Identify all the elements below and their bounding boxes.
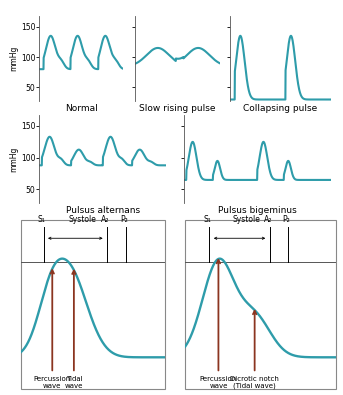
Text: Percussion
wave: Percussion wave bbox=[34, 376, 71, 389]
X-axis label: Collapsing pulse: Collapsing pulse bbox=[243, 103, 318, 113]
Y-axis label: mmHg: mmHg bbox=[9, 146, 18, 172]
X-axis label: Slow rising pulse: Slow rising pulse bbox=[139, 103, 216, 113]
Text: P₂: P₂ bbox=[120, 214, 128, 224]
Text: S₁: S₁ bbox=[203, 214, 211, 224]
Text: Systole: Systole bbox=[232, 214, 260, 224]
Text: Systole: Systole bbox=[68, 214, 96, 224]
Text: Percussion
wave: Percussion wave bbox=[200, 376, 237, 389]
Text: Dicrotic notch
(Tidal wave): Dicrotic notch (Tidal wave) bbox=[230, 376, 279, 389]
Text: S₁: S₁ bbox=[38, 214, 46, 224]
Text: A₂: A₂ bbox=[101, 214, 110, 224]
X-axis label: Normal: Normal bbox=[65, 103, 98, 113]
X-axis label: Pulsus bigeminus: Pulsus bigeminus bbox=[218, 206, 297, 215]
Text: A₂: A₂ bbox=[264, 214, 272, 224]
Y-axis label: mmHg: mmHg bbox=[9, 45, 18, 71]
Text: P₂: P₂ bbox=[282, 214, 289, 224]
X-axis label: Pulsus alternans: Pulsus alternans bbox=[66, 206, 140, 215]
Text: Tidal
wave: Tidal wave bbox=[65, 376, 83, 389]
